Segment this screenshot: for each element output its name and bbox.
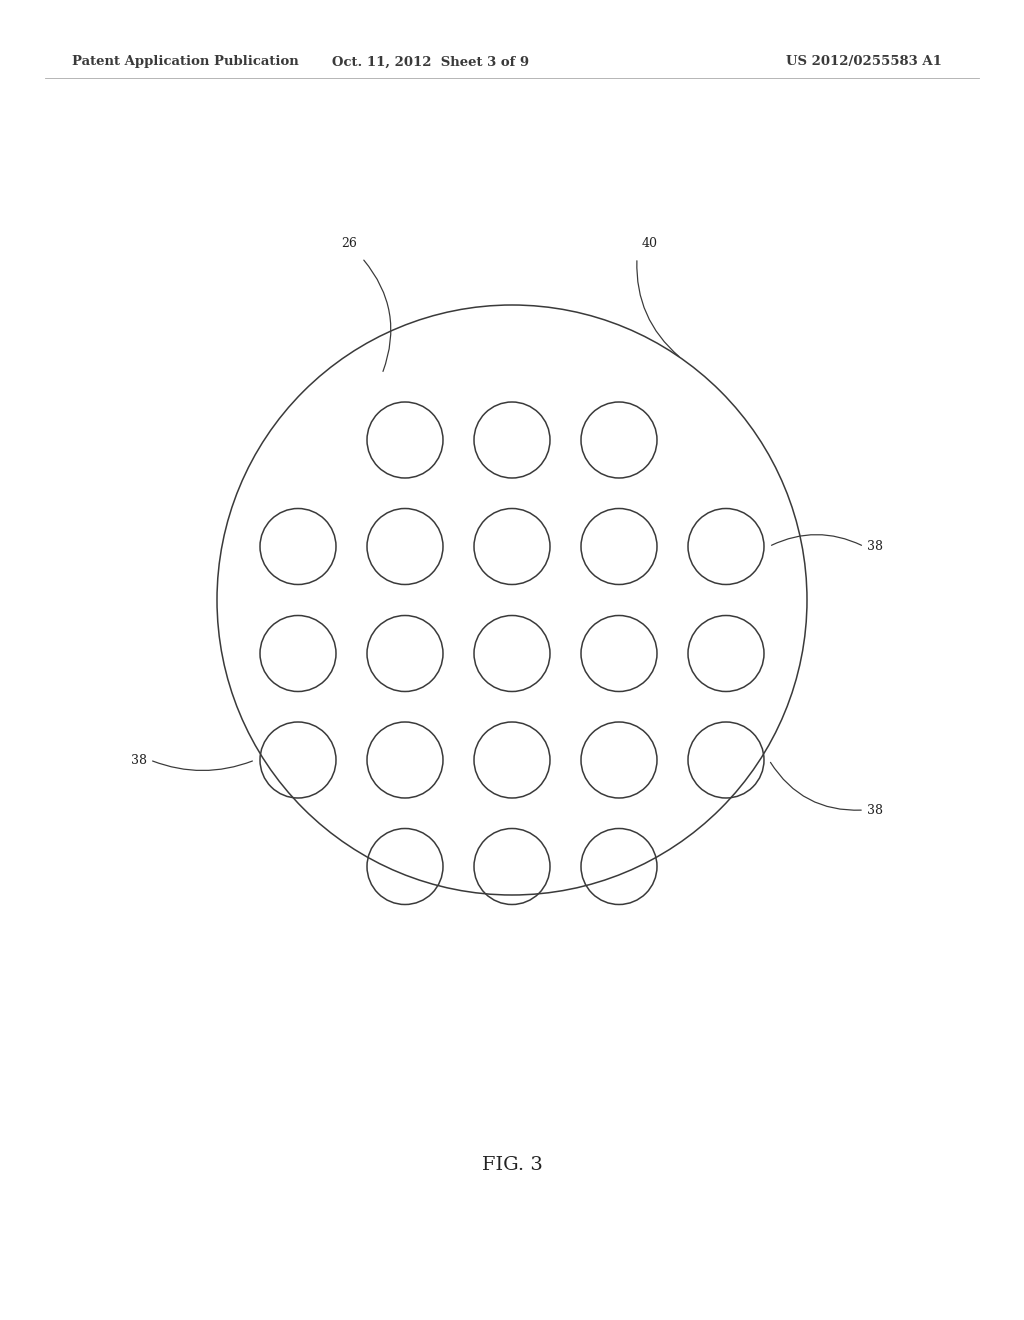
Text: 38: 38 — [867, 804, 883, 817]
Text: US 2012/0255583 A1: US 2012/0255583 A1 — [786, 55, 942, 69]
Text: Oct. 11, 2012  Sheet 3 of 9: Oct. 11, 2012 Sheet 3 of 9 — [332, 55, 528, 69]
Text: 40: 40 — [642, 238, 658, 249]
Text: 38: 38 — [131, 754, 147, 767]
Text: 38: 38 — [867, 540, 883, 553]
Text: Patent Application Publication: Patent Application Publication — [72, 55, 299, 69]
Text: 26: 26 — [341, 238, 357, 249]
Text: FIG. 3: FIG. 3 — [481, 1156, 543, 1173]
